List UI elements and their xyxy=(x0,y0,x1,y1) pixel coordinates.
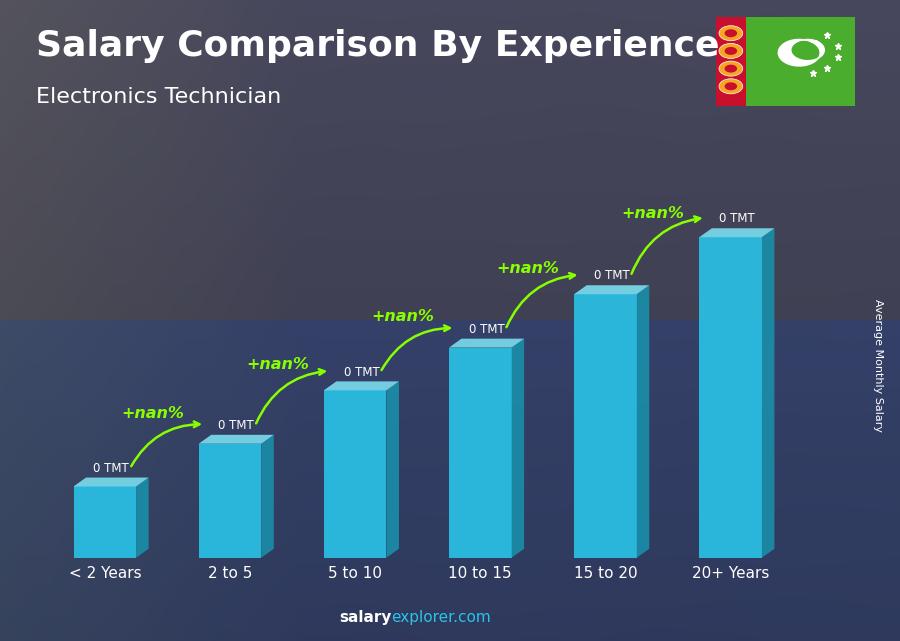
Circle shape xyxy=(724,29,737,37)
Bar xyxy=(574,294,637,558)
Polygon shape xyxy=(762,228,774,558)
Text: explorer.com: explorer.com xyxy=(392,610,491,625)
Text: 0 TMT: 0 TMT xyxy=(469,323,504,336)
Text: +nan%: +nan% xyxy=(372,310,434,324)
Text: 0 TMT: 0 TMT xyxy=(719,212,755,226)
Circle shape xyxy=(724,65,737,72)
Text: +nan%: +nan% xyxy=(497,262,559,276)
Circle shape xyxy=(719,44,742,58)
Text: 0 TMT: 0 TMT xyxy=(94,462,129,475)
Text: +nan%: +nan% xyxy=(622,206,685,221)
Polygon shape xyxy=(449,338,524,347)
Polygon shape xyxy=(136,478,149,558)
Polygon shape xyxy=(261,435,274,558)
Bar xyxy=(74,487,136,558)
Text: 0 TMT: 0 TMT xyxy=(594,269,630,283)
Circle shape xyxy=(719,79,742,94)
Polygon shape xyxy=(574,285,649,294)
Text: Electronics Technician: Electronics Technician xyxy=(36,87,281,106)
Circle shape xyxy=(724,82,737,90)
Text: +nan%: +nan% xyxy=(246,358,309,372)
Bar xyxy=(699,237,762,558)
Bar xyxy=(324,390,386,558)
Polygon shape xyxy=(637,285,649,558)
Text: Average Monthly Salary: Average Monthly Salary xyxy=(873,299,884,432)
Polygon shape xyxy=(324,381,399,390)
Text: salary: salary xyxy=(339,610,392,625)
Circle shape xyxy=(724,47,737,55)
Polygon shape xyxy=(778,40,824,66)
Polygon shape xyxy=(74,478,148,487)
Polygon shape xyxy=(699,228,774,237)
Bar xyxy=(449,347,511,558)
Polygon shape xyxy=(199,435,274,444)
Text: 0 TMT: 0 TMT xyxy=(344,365,379,379)
Text: Salary Comparison By Experience: Salary Comparison By Experience xyxy=(36,29,719,63)
Polygon shape xyxy=(386,381,399,558)
Text: 0 TMT: 0 TMT xyxy=(219,419,254,432)
Bar xyxy=(199,444,261,558)
Polygon shape xyxy=(511,338,524,558)
Text: +nan%: +nan% xyxy=(121,406,184,420)
Circle shape xyxy=(719,61,742,76)
Bar xyxy=(716,17,746,106)
Circle shape xyxy=(719,26,742,41)
